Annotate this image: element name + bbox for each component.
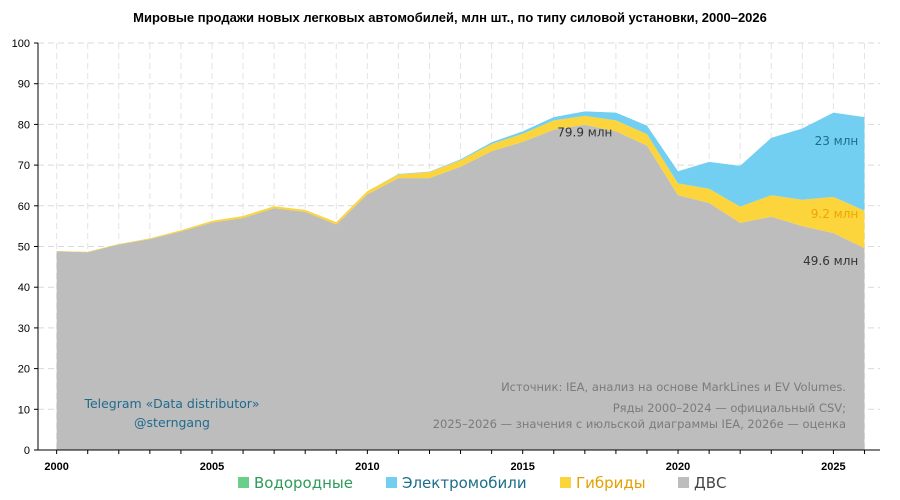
y-tick-label-20: 20 [18,364,30,376]
annotation-0: 79.9 млн [557,126,612,140]
x-tick-label-2020: 2020 [666,461,690,473]
watermark-line-1: Telegram «Data distributor» [83,396,259,411]
legend-label-1: Электромобили [402,474,527,492]
y-tick-label-80: 80 [18,119,30,131]
x-axis-ticks: 2000 2005 2010 2015 2020 2025 [44,450,865,473]
y-tick-label-10: 10 [18,404,30,416]
legend-swatch-0 [238,477,249,488]
source-line-3: 2025–2026 — значения с июльской диаграмм… [433,417,846,431]
y-tick-label-60: 60 [18,201,30,213]
x-tick-label-2005: 2005 [200,461,224,473]
area-ev [56,111,865,252]
chart-title: Мировые продажи новых легковых автомобил… [133,10,767,25]
legend-swatch-2 [560,477,571,488]
annotation-2: 9.2 млн [811,207,858,221]
annotations: 79.9 млн 23 млн 9.2 млн 49.6 млн [557,126,858,268]
legend-swatch-1 [386,477,397,488]
legend-label-2: Гибриды [576,474,646,492]
x-tick-label-2010: 2010 [355,461,379,473]
watermark: Telegram «Data distributor» @sterngang [83,396,259,430]
y-tick-label-40: 40 [18,282,30,294]
y-tick-label-0: 0 [24,445,30,457]
watermark-line-2: @sterngang [134,415,210,430]
legend-swatch-3 [678,477,689,488]
legend-label-3: ДВС [694,474,726,492]
y-tick-label-70: 70 [18,160,30,172]
legend: Водородные Электромобили Гибриды ДВС [238,474,726,492]
x-tick-label-2015: 2015 [510,461,534,473]
y-tick-label-50: 50 [18,242,30,254]
y-tick-label-30: 30 [18,323,30,335]
x-tick-label-2000: 2000 [44,461,68,473]
y-axis-ticks: 0 10 20 30 40 50 60 70 80 90 100 [12,38,38,457]
x-tick-label-2025: 2025 [821,461,845,473]
annotation-3: 49.6 млн [803,254,858,268]
area-ice [56,124,865,450]
source-line-2: Ряды 2000–2024 — официальный CSV; [613,401,846,415]
legend-label-0: Водородные [254,474,353,492]
source-line-1: Источник: IEA, анализ на основе MarkLine… [501,380,846,394]
area-series [56,111,865,450]
source-note: Источник: IEA, анализ на основе MarkLine… [433,380,846,431]
annotation-1: 23 млн [815,134,859,148]
y-tick-label-100: 100 [12,38,30,50]
y-tick-label-90: 90 [18,79,30,91]
